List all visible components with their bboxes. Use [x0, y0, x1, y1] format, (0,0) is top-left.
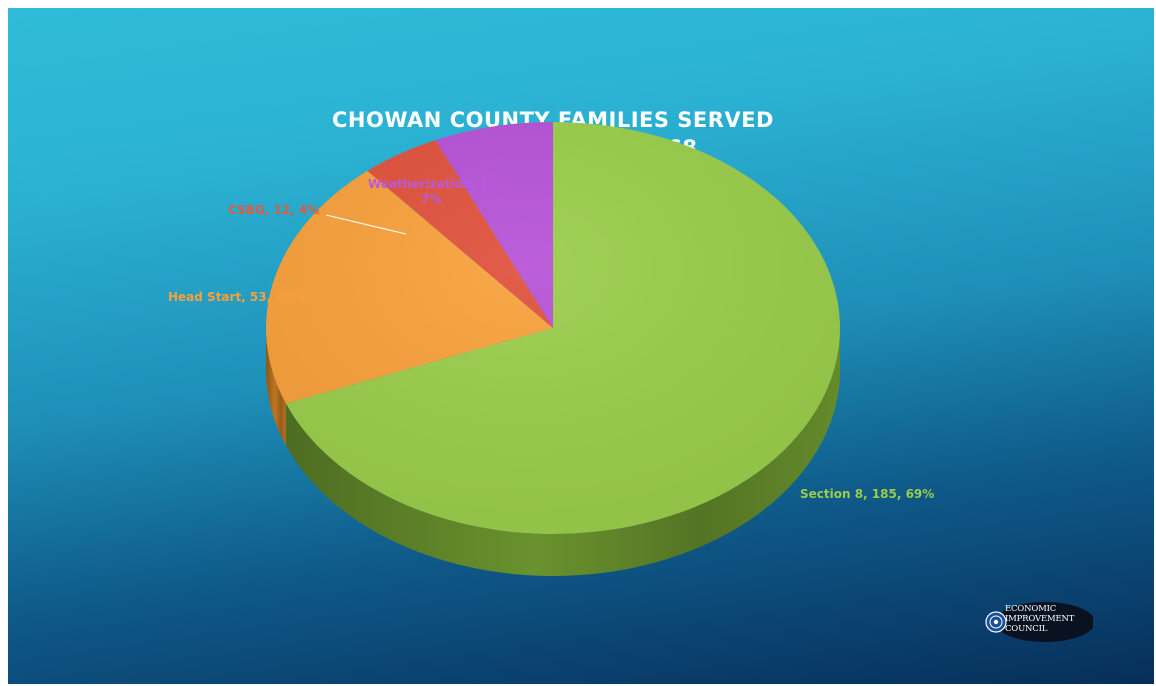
pie-labels-group: CSBG, 12, 4% Weatherization, 18, 7% Head… [168, 177, 934, 501]
pie-side-shade [266, 328, 286, 446]
eic-logo-text: ECONOMIC IMPROVEMENT COUNCIL [1005, 604, 1074, 634]
data-label-weatherization-line1: Weatherization, 18, [368, 177, 501, 191]
data-label-head-start: Head Start, 53, 20% [168, 290, 304, 304]
logo-line-2: IMPROVEMENT [1005, 614, 1075, 624]
eic-logo-graphic [985, 602, 1093, 642]
pie-side-group [266, 328, 841, 576]
logo-line-3: COUNCIL [1005, 624, 1048, 634]
slide: CHOWAN COUNTY FAMILIES SERVED TOTAL: 268… [8, 8, 1154, 684]
pie-chart: CSBG, 12, 4% Weatherization, 18, 7% Head… [168, 122, 934, 576]
pie-top-highlight [266, 122, 840, 534]
data-label-weatherization-line2: 7% [421, 192, 441, 206]
eic-logo: ECONOMIC IMPROVEMENT COUNCIL [983, 600, 1093, 644]
logo-line-1: ECONOMIC [1005, 604, 1057, 614]
data-label-csbg: CSBG, 12, 4% [228, 203, 319, 217]
csbg-leader-line [325, 214, 407, 235]
pie-side-shade [285, 328, 841, 576]
data-label-section-8: Section 8, 185, 69% [800, 487, 934, 501]
